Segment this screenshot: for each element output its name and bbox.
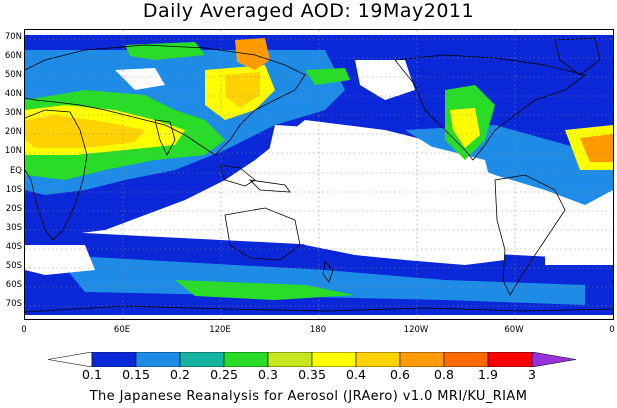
colorbar-label: 0.3 bbox=[258, 367, 278, 382]
colorbar-swatch bbox=[267, 352, 313, 367]
colorbar bbox=[48, 352, 576, 367]
colorbar-label: 3 bbox=[528, 367, 536, 382]
lat-label: 20S bbox=[5, 204, 22, 214]
footer-credit: The Japanese Reanalysis for Aerosol (JRA… bbox=[89, 389, 528, 404]
colorbar-swatch bbox=[531, 352, 576, 367]
lon-label: 60W bbox=[504, 325, 524, 335]
lon-label: 120E bbox=[209, 325, 231, 335]
lat-label: 50S bbox=[5, 261, 22, 271]
colorbar-swatch bbox=[443, 352, 489, 367]
colorbar-swatch bbox=[355, 352, 401, 367]
colorbar-label: 0.8 bbox=[434, 367, 454, 382]
colorbar-label: 0.25 bbox=[210, 367, 238, 382]
lat-label: 10N bbox=[4, 146, 22, 156]
colorbar-label: 0.35 bbox=[298, 367, 326, 382]
lat-label: 70N bbox=[4, 32, 22, 42]
lat-label: EQ bbox=[9, 166, 22, 176]
lat-label: 70S bbox=[5, 299, 22, 309]
lat-label: 20N bbox=[4, 127, 22, 137]
lat-label: 40S bbox=[5, 242, 22, 252]
lat-label: 30N bbox=[4, 108, 22, 118]
colorbar-swatch bbox=[135, 352, 181, 367]
colorbar-swatch bbox=[223, 352, 269, 367]
lon-label: 0 bbox=[609, 325, 615, 335]
colorbar-label: 0.2 bbox=[170, 367, 190, 382]
colorbar-swatch bbox=[179, 352, 225, 367]
lon-label: 60E bbox=[113, 325, 131, 335]
lat-label: 60N bbox=[4, 51, 22, 61]
colorbar-label: 1.9 bbox=[478, 367, 498, 382]
colorbar-label: 0.4 bbox=[346, 367, 366, 382]
lon-label: 180 bbox=[309, 325, 327, 335]
lon-label: 0 bbox=[21, 325, 27, 335]
lat-label: 10S bbox=[5, 185, 22, 195]
lat-label: 40N bbox=[4, 89, 22, 99]
colorbar-swatch bbox=[487, 352, 533, 367]
colorbar-label: 0.15 bbox=[122, 367, 150, 382]
aod-shading bbox=[25, 35, 613, 315]
aod-field bbox=[25, 30, 613, 319]
aod-map bbox=[24, 29, 614, 320]
colorbar-label: 0.1 bbox=[82, 367, 102, 382]
colorbar-swatch bbox=[311, 352, 357, 367]
lon-label: 120W bbox=[403, 325, 429, 335]
graticule bbox=[25, 30, 613, 319]
colorbar-swatch bbox=[91, 352, 137, 367]
lat-label: 30S bbox=[5, 223, 22, 233]
colorbar-swatch bbox=[48, 352, 93, 367]
colorbar-label: 0.6 bbox=[390, 367, 410, 382]
colorbar-swatch bbox=[399, 352, 445, 367]
lat-label: 60S bbox=[5, 280, 22, 290]
map-title: Daily Averaged AOD: 19May2011 bbox=[142, 0, 475, 22]
lat-label: 50N bbox=[4, 70, 22, 80]
